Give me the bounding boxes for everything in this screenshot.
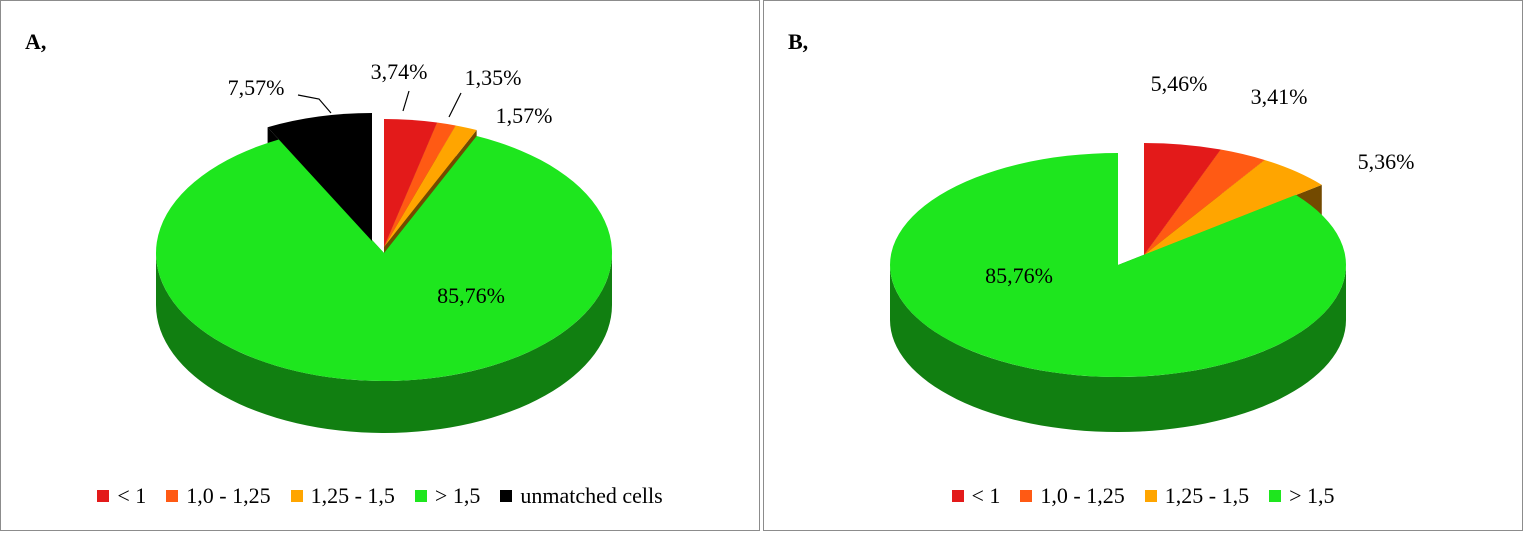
leader-line: [402, 90, 410, 112]
legend-swatch: [97, 490, 110, 502]
pie-slice: [267, 113, 372, 241]
legend-label: < 1: [971, 483, 1001, 508]
legend-swatch: [414, 490, 427, 502]
data-label: 1,35%: [465, 65, 522, 90]
panel-label: B,: [788, 29, 809, 54]
legend-swatch: [1020, 490, 1033, 502]
data-label: 3,74%: [371, 59, 428, 84]
legend-item: > 1,5: [414, 483, 481, 509]
chart-panel-b: B, 5,46% 3,41% 5,36% 85,76% < 1 1,0 - 1,25 1,…: [763, 0, 1523, 531]
legend-item: < 1: [951, 483, 1001, 509]
legend-label: < 1: [117, 483, 147, 508]
legend-item: < 1: [97, 483, 146, 509]
legend-b: < 1 1,0 - 1,25 1,25 - 1,5 > 1,5: [764, 483, 1522, 509]
data-label: 5,36%: [1358, 149, 1415, 174]
legend-label: 1,0 - 1,25: [186, 483, 271, 508]
pie-slice: [890, 153, 1346, 378]
pie-chart-a: 3,74% 1,35% 1,57% 85,76% 7,57%: [155, 59, 612, 433]
legend-label: 1,25 - 1,5: [310, 483, 395, 508]
leader-line: [297, 94, 332, 114]
leader-line: [448, 92, 462, 118]
legend-item: 1,25 - 1,5: [1144, 483, 1250, 509]
pie-slice: [1144, 149, 1265, 255]
data-label: 85,76%: [985, 263, 1053, 288]
legend-swatch: [951, 490, 964, 502]
legend-item: 1,0 - 1,25: [166, 483, 271, 509]
pie-slice: [1144, 143, 1221, 255]
legend-swatch: [500, 490, 513, 502]
legend-a: < 1 1,0 - 1,25 1,25 - 1,5 > 1,5 unmatched ce…: [1, 483, 759, 509]
slice-side: [890, 265, 1346, 432]
legend-item: > 1,5: [1269, 483, 1335, 509]
pie-chart-b: 5,46% 3,41% 5,36% 85,76%: [890, 71, 1415, 432]
pie-slice: [155, 136, 612, 381]
pie-slice: [384, 125, 477, 247]
legend-label: > 1,5: [434, 483, 481, 508]
data-label: 5,46%: [1151, 71, 1208, 96]
legend-swatch: [1144, 490, 1157, 502]
data-label: 1,57%: [496, 103, 553, 128]
legend-swatch: [290, 490, 303, 502]
chart-panel-a: A, 3,74% 1,35% 1,57% 85,76% 7,57% < 1 1,0 - 1…: [0, 0, 760, 531]
legend-label: 1,0 - 1,25: [1040, 483, 1125, 508]
data-label: 3,41%: [1251, 84, 1308, 109]
legend-swatch: [166, 490, 179, 502]
legend-label: 1,25 - 1,5: [1164, 483, 1250, 508]
legend-item: 1,25 - 1,5: [290, 483, 395, 509]
data-label: 7,57%: [228, 75, 285, 100]
pie-slice: [384, 119, 438, 247]
panel-label: A,: [25, 29, 47, 54]
slice-side: [156, 253, 612, 433]
legend-swatch: [1269, 490, 1282, 502]
legend-label: unmatched cells: [520, 483, 663, 508]
legend-item: unmatched cells: [500, 483, 663, 509]
pie-slice: [1144, 159, 1322, 255]
legend-label: > 1,5: [1289, 483, 1335, 508]
legend-item: 1,0 - 1,25: [1020, 483, 1125, 509]
pie-slice: [384, 122, 456, 247]
data-label: 85,76%: [437, 283, 505, 308]
